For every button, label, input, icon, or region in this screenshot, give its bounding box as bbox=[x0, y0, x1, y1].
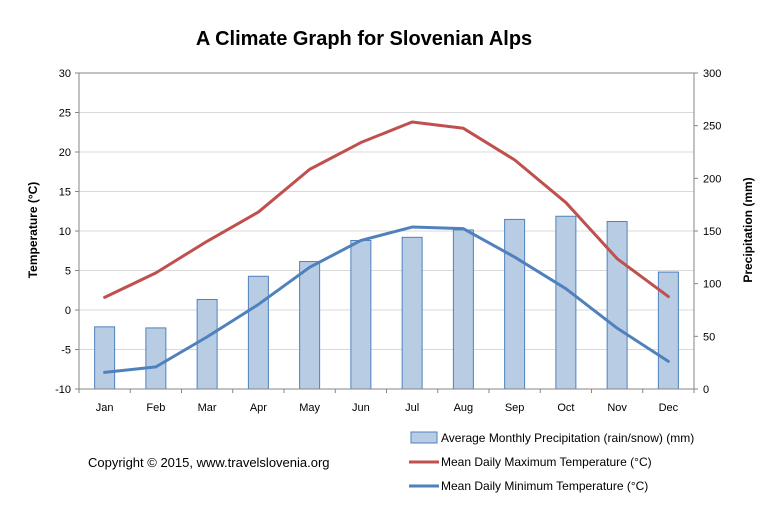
x-tick-label: Jul bbox=[405, 402, 419, 414]
y-left-tick-label: 20 bbox=[59, 147, 71, 159]
y-left-tick-label: -10 bbox=[55, 384, 71, 396]
precipitation-bar bbox=[555, 215, 577, 390]
y-right-tick-label: 50 bbox=[703, 331, 715, 343]
max-temperature-line bbox=[103, 120, 670, 299]
y-right-axis-title: Precipitation (mm) bbox=[741, 177, 755, 282]
precipitation-bar bbox=[606, 221, 628, 390]
y-left-tick-label: 15 bbox=[59, 187, 71, 199]
x-tick-label: Nov bbox=[607, 402, 627, 414]
y-right-tick-label: 0 bbox=[703, 384, 709, 396]
precipitation-bar bbox=[299, 261, 321, 390]
x-tick-label: Aug bbox=[454, 402, 474, 414]
copyright-text: Copyright © 2015, www.travelslovenia.org bbox=[88, 455, 330, 470]
precipitation-bar bbox=[145, 327, 167, 390]
legend: Average Monthly Precipitation (rain/snow… bbox=[409, 431, 694, 493]
precipitation-bar bbox=[247, 275, 269, 390]
x-tick-label: Sep bbox=[505, 402, 525, 414]
y-right-tick-label: 300 bbox=[703, 68, 721, 80]
legend-label: Average Monthly Precipitation (rain/snow… bbox=[441, 431, 694, 445]
x-tick-label: Apr bbox=[250, 402, 267, 414]
precipitation-bar bbox=[401, 236, 423, 390]
y-left-tick-label: -5 bbox=[61, 345, 71, 357]
legend-label: Mean Daily Minimum Temperature (°C) bbox=[441, 479, 648, 493]
min-temperature-line bbox=[103, 225, 670, 374]
legend-label: Mean Daily Maximum Temperature (°C) bbox=[441, 455, 652, 469]
precipitation-bar bbox=[94, 326, 116, 390]
y-left-tick-label: 30 bbox=[59, 68, 71, 80]
y-left-tick-label: 10 bbox=[59, 226, 71, 238]
y-right-tick-label: 100 bbox=[703, 279, 721, 291]
x-tick-label: Jun bbox=[352, 402, 370, 414]
y-left-tick-label: 0 bbox=[65, 305, 71, 317]
precipitation-bar bbox=[196, 298, 218, 390]
x-tick-label: Mar bbox=[198, 402, 217, 414]
chart-title: A Climate Graph for Slovenian Alps bbox=[196, 28, 532, 50]
x-tick-label: Jan bbox=[96, 402, 114, 414]
y-left-tick-label: 25 bbox=[59, 108, 71, 120]
axes bbox=[75, 72, 698, 393]
y-right-tick-label: 200 bbox=[703, 173, 721, 185]
temperature-lines bbox=[103, 120, 670, 374]
precipitation-bar bbox=[452, 229, 474, 390]
legend-swatch-precipitation bbox=[410, 431, 438, 444]
x-tick-label: Dec bbox=[659, 402, 679, 414]
x-tick-label: May bbox=[299, 402, 320, 414]
x-tick-label: Feb bbox=[146, 402, 165, 414]
precipitation-bars bbox=[94, 215, 679, 390]
y-right-tick-label: 250 bbox=[703, 121, 721, 133]
y-right-tick-label: 150 bbox=[703, 226, 721, 238]
precipitation-bar bbox=[504, 218, 526, 390]
y-left-tick-label: 5 bbox=[65, 266, 71, 278]
precipitation-bar bbox=[350, 239, 372, 390]
y-left-axis-title: Temperature (°C) bbox=[26, 182, 40, 279]
x-tick-label: Oct bbox=[557, 402, 574, 414]
gridlines bbox=[79, 72, 694, 390]
